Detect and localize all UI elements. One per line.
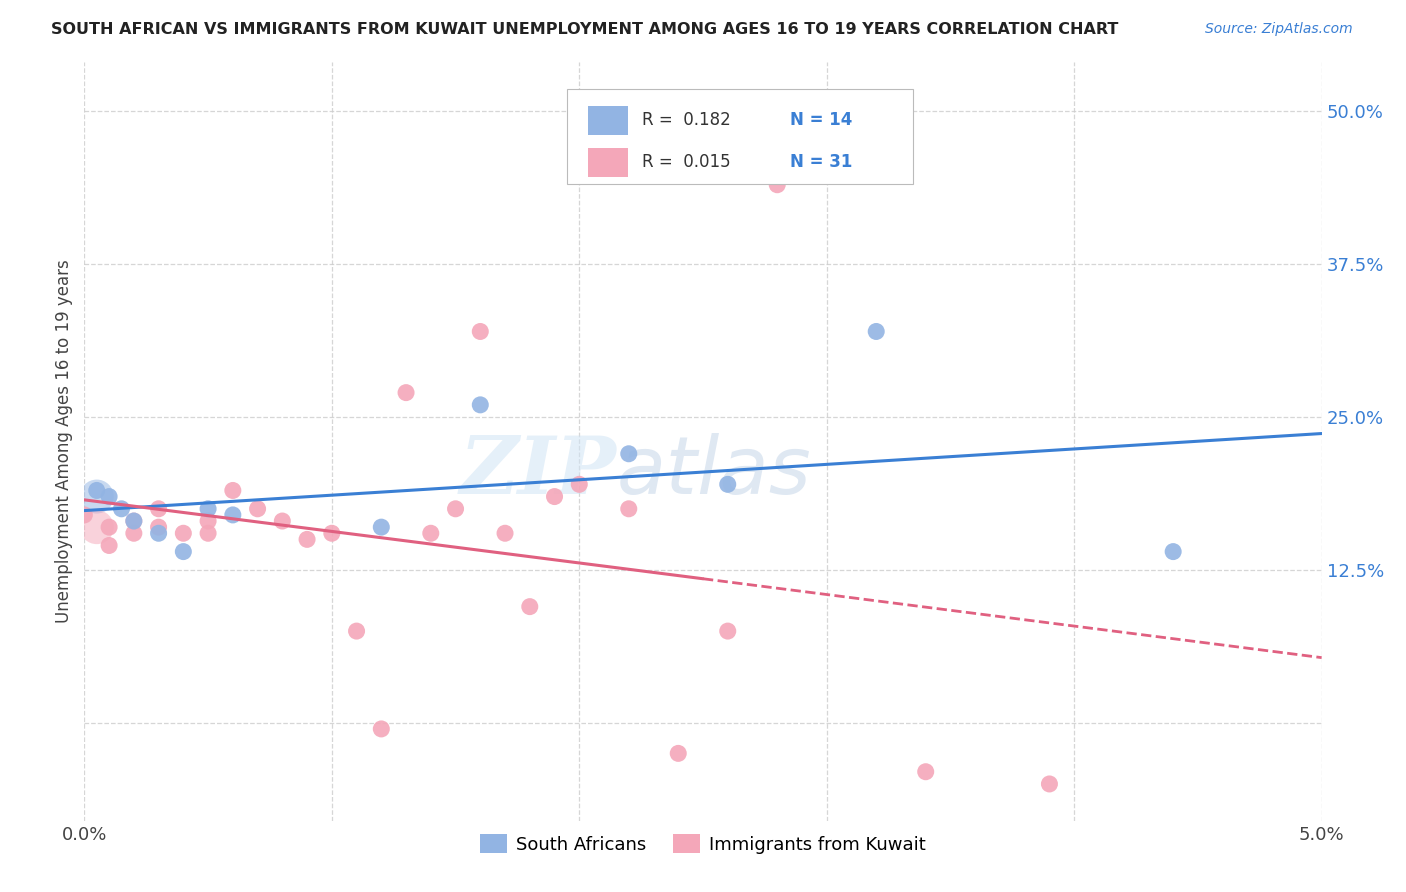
Point xyxy=(444,501,467,516)
FancyBboxPatch shape xyxy=(588,148,627,178)
Y-axis label: Unemployment Among Ages 16 to 19 years: Unemployment Among Ages 16 to 19 years xyxy=(55,260,73,624)
Point xyxy=(110,501,132,516)
Point xyxy=(543,490,565,504)
Point xyxy=(148,526,170,541)
Point xyxy=(370,722,392,736)
Point xyxy=(617,501,640,516)
Point xyxy=(519,599,541,614)
Point xyxy=(271,514,294,528)
Text: atlas: atlas xyxy=(616,433,811,511)
Point xyxy=(98,539,121,553)
Point xyxy=(494,526,516,541)
Point xyxy=(1038,777,1060,791)
Point xyxy=(86,490,108,504)
Text: N = 14: N = 14 xyxy=(790,112,852,129)
Point xyxy=(86,483,108,498)
Text: Source: ZipAtlas.com: Source: ZipAtlas.com xyxy=(1205,22,1353,37)
Text: N = 31: N = 31 xyxy=(790,153,852,171)
Point xyxy=(86,520,108,534)
Point xyxy=(370,520,392,534)
Point xyxy=(617,447,640,461)
Point xyxy=(568,477,591,491)
Point xyxy=(122,514,145,528)
Point xyxy=(172,526,194,541)
Point xyxy=(197,514,219,528)
Point xyxy=(197,501,219,516)
Point xyxy=(717,477,740,491)
Point xyxy=(914,764,936,779)
Text: ZIP: ZIP xyxy=(460,434,616,510)
Point xyxy=(419,526,441,541)
Point xyxy=(172,544,194,558)
Point xyxy=(321,526,343,541)
Point xyxy=(98,520,121,534)
Point xyxy=(122,526,145,541)
FancyBboxPatch shape xyxy=(588,106,627,136)
Point xyxy=(1161,544,1184,558)
Point xyxy=(73,508,96,522)
Point xyxy=(295,533,318,547)
Point xyxy=(666,747,689,761)
Point xyxy=(98,490,121,504)
Point xyxy=(766,178,789,192)
Point xyxy=(148,501,170,516)
Point xyxy=(246,501,269,516)
Point xyxy=(122,514,145,528)
Legend: South Africans, Immigrants from Kuwait: South Africans, Immigrants from Kuwait xyxy=(472,827,934,861)
Text: R =  0.015: R = 0.015 xyxy=(643,153,731,171)
Point xyxy=(222,508,245,522)
Point xyxy=(346,624,368,639)
Point xyxy=(197,526,219,541)
FancyBboxPatch shape xyxy=(567,89,914,184)
Text: R =  0.182: R = 0.182 xyxy=(643,112,731,129)
Text: SOUTH AFRICAN VS IMMIGRANTS FROM KUWAIT UNEMPLOYMENT AMONG AGES 16 TO 19 YEARS C: SOUTH AFRICAN VS IMMIGRANTS FROM KUWAIT … xyxy=(51,22,1118,37)
Point xyxy=(717,624,740,639)
Point xyxy=(395,385,418,400)
Point xyxy=(148,520,170,534)
Point xyxy=(222,483,245,498)
Point xyxy=(470,398,492,412)
Point xyxy=(470,325,492,339)
Point xyxy=(865,325,887,339)
